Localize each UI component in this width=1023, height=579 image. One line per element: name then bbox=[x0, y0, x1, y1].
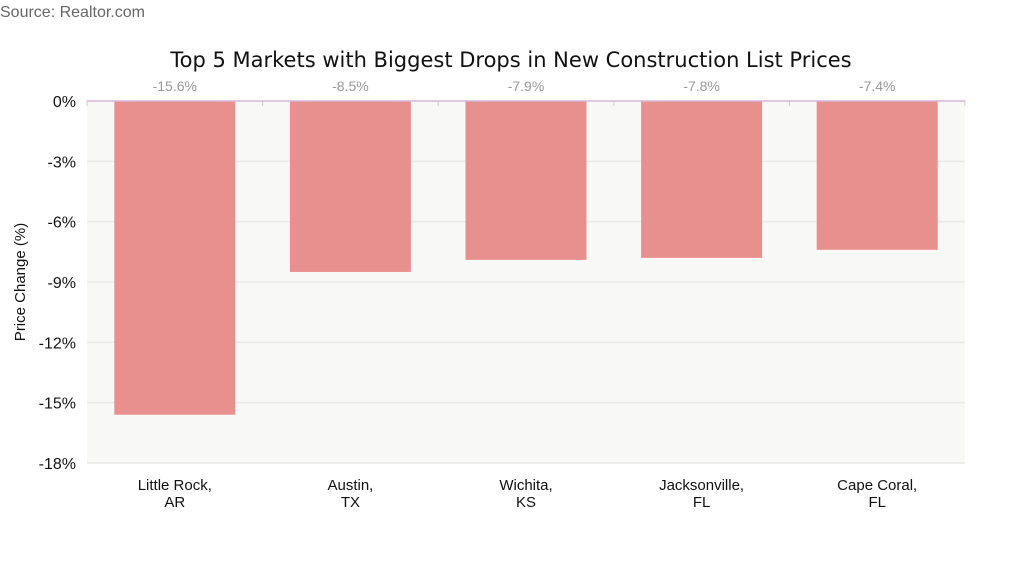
chart-title: Top 5 Markets with Biggest Drops in New … bbox=[169, 48, 851, 72]
y-tick-label: -9% bbox=[48, 275, 76, 292]
y-tick-label: -6% bbox=[48, 215, 76, 232]
x-tick-label: Jacksonville, bbox=[659, 477, 744, 494]
data-label: -7.9% bbox=[508, 78, 545, 94]
bar bbox=[114, 101, 236, 415]
bar bbox=[641, 101, 763, 258]
x-tick-label: FL bbox=[693, 494, 711, 511]
data-label: -15.6% bbox=[153, 78, 197, 94]
source-note: Source: Realtor.com bbox=[0, 4, 145, 21]
x-tick-label: Austin, bbox=[327, 477, 373, 494]
y-tick-label: -18% bbox=[39, 456, 76, 473]
x-tick-label: TX bbox=[341, 494, 360, 511]
y-tick-label: -3% bbox=[48, 154, 76, 171]
x-tick-label: Little Rock, bbox=[138, 477, 212, 494]
y-tick-label: -12% bbox=[39, 335, 76, 352]
bar bbox=[816, 101, 938, 250]
data-label: -8.5% bbox=[332, 78, 369, 94]
y-tick-label: -15% bbox=[39, 396, 76, 413]
bar bbox=[289, 101, 411, 272]
y-axis-label: Price Change (%) bbox=[12, 223, 29, 341]
x-tick-label: FL bbox=[868, 494, 886, 511]
y-tick-label: 0% bbox=[53, 94, 76, 111]
x-tick-label: KS bbox=[516, 494, 536, 511]
x-tick-label: Cape Coral, bbox=[837, 477, 917, 494]
x-tick-label: Wichita, bbox=[499, 477, 552, 494]
data-label: -7.8% bbox=[683, 78, 720, 94]
data-label: -7.4% bbox=[859, 78, 896, 94]
bar bbox=[465, 101, 587, 260]
x-tick-label: AR bbox=[164, 494, 185, 511]
